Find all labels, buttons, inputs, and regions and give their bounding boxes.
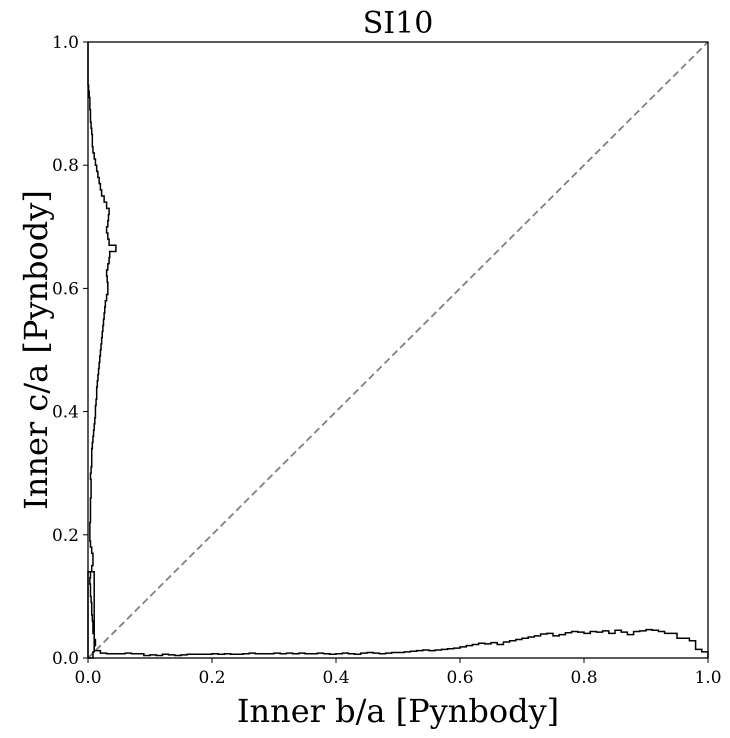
x-axis-label: Inner b/a [Pynbody] bbox=[237, 692, 559, 730]
y-tick-label: 0.6 bbox=[52, 279, 79, 299]
histogram-b-over-a bbox=[87, 571, 709, 658]
axes-frame bbox=[87, 41, 709, 659]
x-tick-label: 0.8 bbox=[570, 668, 597, 688]
y-tick-label: 0.8 bbox=[52, 156, 79, 176]
x-axis-ticks: 0.0 0.2 0.4 0.6 0.8 1.0 bbox=[74, 658, 722, 688]
y-tick-label: 0.2 bbox=[52, 526, 79, 546]
plot-area bbox=[87, 41, 709, 659]
histogram-c-over-a bbox=[87, 42, 117, 659]
y-tick-label: 0.0 bbox=[52, 649, 79, 669]
reference-diagonal-line bbox=[87, 41, 709, 659]
x-tick-label: 1.0 bbox=[694, 668, 721, 688]
x-tick-label: 0.2 bbox=[198, 668, 225, 688]
y-tick-label: 1.0 bbox=[52, 33, 79, 53]
y-tick-label: 0.4 bbox=[52, 403, 79, 423]
y-axis-ticks: 0.0 0.2 0.4 0.6 0.8 1.0 bbox=[52, 33, 88, 669]
x-tick-label: 0.6 bbox=[446, 668, 473, 688]
chart-title: SI10 bbox=[363, 6, 434, 41]
y-axis-label: Inner c/a [Pynbody] bbox=[17, 190, 55, 510]
x-tick-label: 0.4 bbox=[322, 668, 349, 688]
x-tick-label: 0.0 bbox=[74, 668, 101, 688]
